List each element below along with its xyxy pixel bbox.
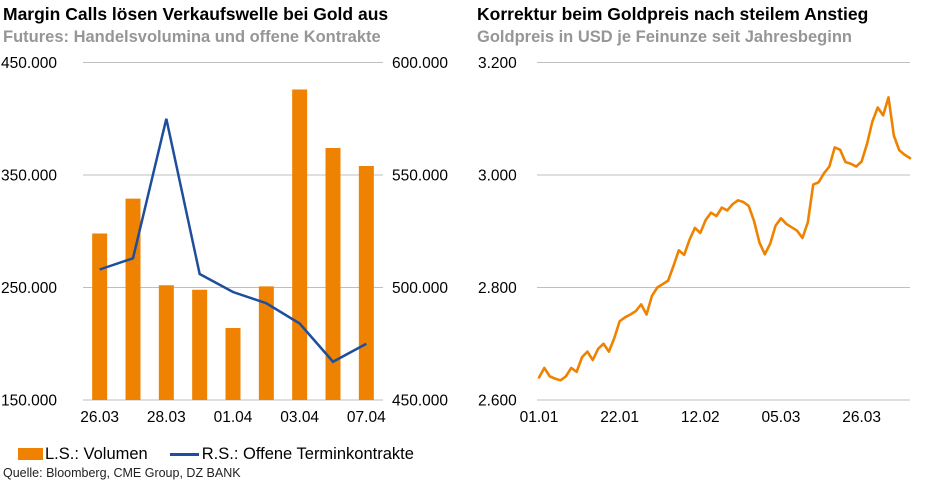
volume-bar xyxy=(192,289,208,400)
gold-price-line xyxy=(537,96,912,382)
volume-bar xyxy=(158,285,174,400)
x-axis-tick-label: 01.01 xyxy=(520,409,559,426)
x-axis-tick-label: 28.03 xyxy=(147,409,186,426)
legend-item-volume: L.S.: Volumen xyxy=(18,445,148,464)
y-axis-tick-label: 350.000 xyxy=(1,168,57,185)
x-axis-tick-label: 05.03 xyxy=(762,409,801,426)
y-axis-right-tick-label: 450.000 xyxy=(392,393,448,410)
x-axis-tick-label: 26.03 xyxy=(842,409,881,426)
volume-swatch-icon xyxy=(18,448,43,460)
y-axis-tick-label: 2.600 xyxy=(478,393,517,410)
volume-bar xyxy=(325,148,341,400)
goldprice-chart-panel: Korrektur beim Goldpreis nach steilem An… xyxy=(470,0,941,493)
volume-chart-plot: 450.000 600.000 350.000 550.000 250.000 500.0… xyxy=(1,55,448,426)
open-interest-line xyxy=(99,118,367,364)
volume-chart-panel: Margin Calls lösen Verkaufswelle bei Gol… xyxy=(0,0,470,493)
goldprice-chart-title: Korrektur beim Goldpreis nach steilem An… xyxy=(477,4,869,24)
volume-chart-title: Margin Calls lösen Verkaufswelle bei Gol… xyxy=(3,4,389,24)
legend-item-open-interest: R.S.: Offene Terminkontrakte xyxy=(169,444,414,464)
y-axis-tick-label: 250.000 xyxy=(1,280,57,297)
volume-bar xyxy=(358,166,374,400)
gridlines: 450.000 600.000 350.000 550.000 250.000 500.0… xyxy=(1,55,448,410)
volume-bar xyxy=(225,328,241,400)
volume-bar xyxy=(292,89,308,400)
y-axis-right-tick-label: 550.000 xyxy=(392,168,448,185)
legend-label-open-interest: R.S.: Offene Terminkontrakte xyxy=(201,444,414,463)
y-axis-tick-label: 3.000 xyxy=(478,168,517,185)
x-axis-labels: 26.03 28.03 01.04 03.04 07.04 xyxy=(80,409,386,426)
x-axis-tick-label: 03.04 xyxy=(280,409,319,426)
volume-bar xyxy=(258,286,274,400)
x-axis-tick-label: 22.01 xyxy=(600,409,639,426)
x-axis-tick-label: 07.04 xyxy=(347,409,386,426)
open-interest-swatch-icon xyxy=(169,452,199,456)
y-axis-right-tick-label: 500.000 xyxy=(392,280,448,297)
goldprice-chart-subtitle: Goldpreis in USD je Feinunze seit Jahres… xyxy=(477,28,852,46)
legend: L.S.: Volumen R.S.: Offene Terminkontrak… xyxy=(18,444,414,464)
y-axis-right-tick-label: 600.000 xyxy=(392,55,448,72)
volume-chart-subtitle: Futures: Handelsvolumina und offene Kont… xyxy=(3,28,381,46)
gridlines: 3.200 3.000 2.800 2.600 xyxy=(478,55,910,410)
y-axis-tick-label: 450.000 xyxy=(1,55,57,72)
source-note: Quelle: Bloomberg, CME Group, DZ BANK xyxy=(3,466,241,480)
x-axis-tick-label: 26.03 xyxy=(80,409,119,426)
x-axis-tick-label: 12.02 xyxy=(681,409,720,426)
x-axis-labels: 01.01 22.01 12.02 05.03 26.03 xyxy=(520,409,881,426)
volume-bar xyxy=(125,198,141,400)
volume-bars xyxy=(92,89,374,400)
legend-label-volume: L.S.: Volumen xyxy=(45,444,148,463)
x-axis-tick-label: 01.04 xyxy=(214,409,253,426)
y-axis-tick-label: 150.000 xyxy=(1,393,57,410)
volume-bar xyxy=(92,233,108,400)
y-axis-tick-label: 3.200 xyxy=(478,55,517,72)
y-axis-tick-label: 2.800 xyxy=(478,280,517,297)
